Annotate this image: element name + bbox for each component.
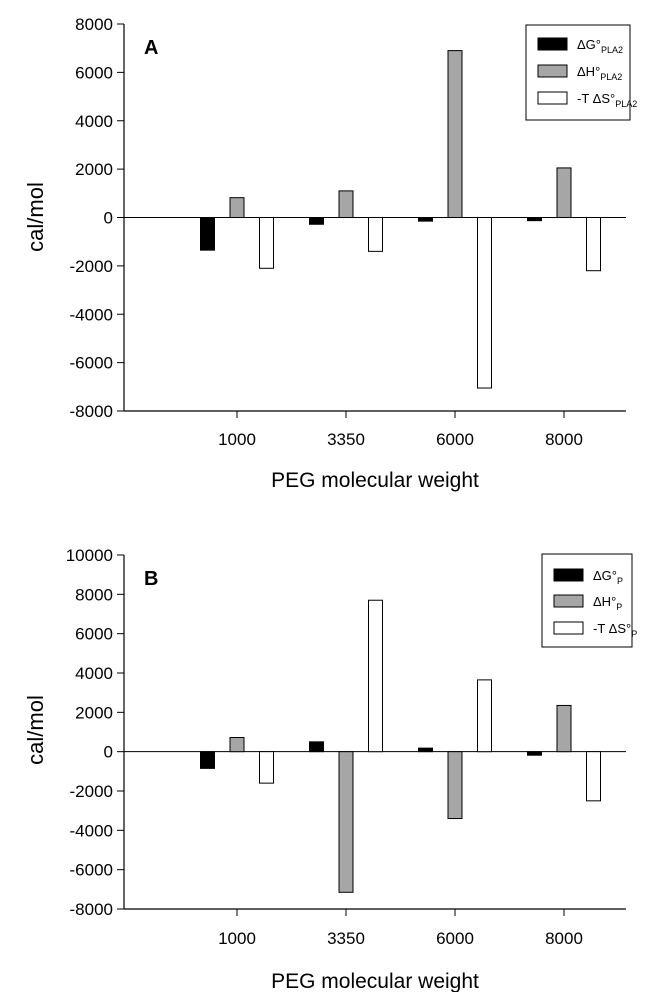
legend-swatch-2 [553,621,584,635]
bar-3350-series-2 [368,217,383,252]
bar-8000-series-1 [556,704,572,753]
legend-entry-2: -T ΔS°PLA2 [577,91,637,109]
x-tick-label: 6000 [436,929,474,948]
y-tick-label: 10000 [66,546,113,565]
y-tick-label: -8000 [70,402,113,421]
panel-label: B [144,568,158,590]
x-axis-label: PEG molecular weight [271,970,479,992]
bar-3350-series-2 [368,599,383,753]
y-tick-label: 0 [104,743,113,762]
bar-1000-series-1 [229,197,245,218]
y-tick-label: -8000 [70,900,113,919]
bar-6000-series-1 [447,751,463,820]
x-tick-label: 6000 [436,430,474,449]
y-tick-label: -6000 [70,354,113,373]
y-axis-label: cal/mol [23,695,48,765]
x-tick-label: 1000 [218,430,256,449]
y-tick-label: 2000 [75,703,113,722]
legend-entry-2: -T ΔS°P [593,621,637,639]
bar-8000-series-2 [586,751,601,802]
panel-label: A [144,37,158,59]
y-tick-label: 6000 [75,63,113,82]
bar-8000-series-1 [556,167,572,218]
legend-swatch-1 [537,64,568,78]
y-tick-label: -2000 [70,782,113,801]
y-tick-label: 4000 [75,112,113,131]
y-tick-label: 8000 [75,585,113,604]
y-tick-label: 0 [104,209,113,228]
legend-swatch-1 [553,594,584,608]
bar-3350-series-1 [338,751,354,893]
y-tick-label: -6000 [70,861,113,880]
legend-entry-1: ΔH°PLA2 [577,64,622,82]
y-tick-label: 4000 [75,664,113,683]
y-tick-label: 2000 [75,160,113,179]
bar-6000-series-0 [418,747,433,753]
bar-1000-series-0 [200,217,215,251]
x-tick-label: 8000 [545,430,583,449]
bar-6000-series-2 [477,679,492,753]
bar-8000-series-0 [527,217,542,222]
legend: ΔG°PLA2 ΔH°PLA2 -T ΔS°PLA2 [525,24,637,121]
bar-3350-series-0 [309,741,324,753]
y-axis-label: cal/mol [23,182,48,252]
bar-3350-series-0 [309,217,324,225]
x-tick-label: 1000 [218,929,256,948]
legend-swatch-2 [537,91,568,105]
bar-1000-series-2 [259,751,274,784]
legend-entry-0: ΔG°PLA2 [577,37,623,55]
y-tick-label: 8000 [75,15,113,34]
legend-entry-1: ΔH°P [593,594,622,612]
bar-1000-series-1 [229,737,245,753]
x-axis-label: PEG molecular weight [271,469,479,492]
chart-panel-a: -8000 -6000 -4000 -2000 0 2000 4000 6000 8000 100… [23,15,637,492]
bar-8000-series-0 [527,751,542,756]
legend: ΔG°P ΔH°P -T ΔS°P [541,553,637,648]
bar-6000-series-0 [418,217,433,222]
bar-1000-series-0 [200,751,215,769]
bar-6000-series-1 [447,50,463,219]
bar-8000-series-2 [586,217,601,272]
legend-entry-0: ΔG°P [593,568,623,586]
bar-3350-series-1 [338,190,354,219]
bar-1000-series-2 [259,217,274,269]
legend-swatch-0 [537,37,568,51]
y-tick-label: -4000 [70,305,113,324]
x-tick-label: 3350 [327,430,365,449]
chart-panel-b: -8000 -6000 -4000 -2000 0 2000 4000 6000 8000 100… [23,546,637,992]
x-tick-label: 3350 [327,929,365,948]
bar-6000-series-2 [477,217,492,389]
y-tick-label: -4000 [70,821,113,840]
legend-swatch-0 [553,568,584,582]
x-tick-label: 8000 [545,929,583,948]
y-tick-label: -2000 [70,257,113,276]
y-tick-label: 6000 [75,625,113,644]
